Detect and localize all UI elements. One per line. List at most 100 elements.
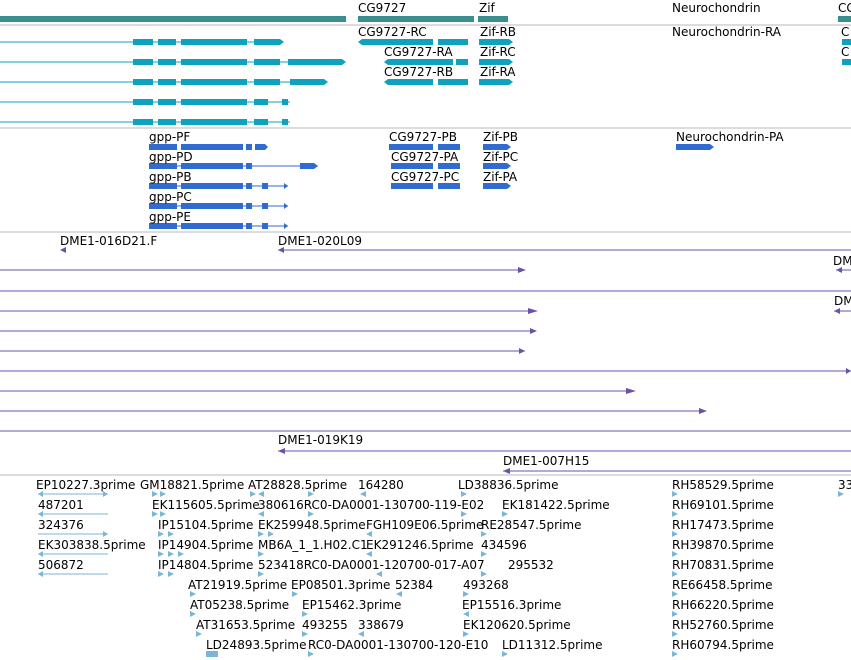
est-label[interactable]: 324376 (38, 518, 84, 532)
clone-glyph[interactable] (60, 247, 66, 253)
est-label[interactable]: RH58529.5prime (672, 478, 774, 492)
cds-glyph[interactable] (483, 163, 511, 169)
est-glyph[interactable] (463, 611, 469, 617)
est-glyph[interactable] (502, 651, 508, 657)
est-label[interactable]: 52384 (395, 578, 433, 592)
est-label[interactable]: AT05238.5prime (190, 598, 289, 612)
est-glyph[interactable] (672, 531, 678, 537)
protein-label[interactable]: Zif-PB (483, 130, 518, 144)
est-label[interactable]: EK303838.5prime (38, 538, 146, 552)
protein-label[interactable]: Zif-PA (483, 170, 518, 184)
est-glyph[interactable] (672, 611, 678, 617)
est-glyph[interactable] (838, 491, 844, 497)
clone-glyph[interactable] (0, 267, 526, 273)
est-glyph[interactable] (396, 591, 402, 597)
est-label[interactable]: LD11312.5prime (502, 638, 603, 652)
transcript-label[interactable]: C (841, 25, 849, 39)
transcript-glyph[interactable] (479, 39, 513, 45)
est-glyph[interactable] (196, 631, 202, 637)
est-label[interactable]: EK115605.5prime (152, 498, 260, 512)
est-label[interactable]: RH70831.5prime (672, 558, 774, 572)
clone-label[interactable]: DM (833, 254, 851, 268)
est-glyph[interactable] (158, 551, 184, 557)
transcript-glyph[interactable] (0, 39, 284, 45)
est-label[interactable]: 506872 (38, 558, 84, 572)
est-glyph[interactable] (481, 531, 487, 537)
gene-bar[interactable] (0, 16, 346, 22)
est-glyph[interactable] (38, 491, 108, 497)
est-glyph[interactable] (481, 571, 487, 577)
protein-label[interactable]: Zif-PC (483, 150, 518, 164)
clone-glyph[interactable] (0, 348, 525, 354)
est-label[interactable]: EK120620.5prime (463, 618, 571, 632)
cds-glyph[interactable] (149, 163, 318, 169)
transcript-glyph[interactable] (0, 119, 290, 125)
est-glyph[interactable] (158, 531, 174, 537)
est-glyph[interactable] (463, 591, 469, 597)
protein-label[interactable]: Neurochondrin-PA (676, 130, 784, 144)
transcript-glyph[interactable] (358, 39, 468, 45)
est-glyph[interactable] (672, 631, 678, 637)
protein-label[interactable]: gpp-PB (149, 170, 192, 184)
transcript-glyph[interactable] (479, 79, 513, 85)
est-glyph[interactable] (672, 591, 678, 597)
cds-glyph[interactable] (149, 223, 288, 229)
est-label[interactable]: 295532 (508, 558, 554, 572)
est-label[interactable]: 380616RC0-DA0001-130700-119-E02 (258, 498, 484, 512)
protein-label[interactable]: gpp-PF (149, 130, 190, 144)
est-glyph[interactable] (481, 551, 487, 557)
clone-glyph[interactable] (0, 328, 537, 334)
est-label[interactable]: LD38836.5prime (458, 478, 559, 492)
transcript-glyph[interactable] (479, 59, 513, 65)
est-label[interactable]: EP15516.3prime (462, 598, 561, 612)
transcript-label[interactable]: C (841, 45, 849, 59)
cds-glyph[interactable] (391, 163, 460, 169)
gene-label[interactable]: CG (838, 1, 851, 15)
est-label[interactable]: AT21919.5prime (188, 578, 287, 592)
est-label[interactable]: 487201 (38, 498, 84, 512)
transcript-glyph[interactable] (842, 39, 851, 45)
est-label[interactable]: EK259948.5prime (258, 518, 366, 532)
est-glyph[interactable] (672, 511, 678, 517)
est-glyph[interactable] (38, 511, 108, 517)
est-glyph[interactable] (308, 511, 314, 517)
clone-glyph[interactable] (0, 368, 851, 374)
transcript-label[interactable]: Zif-RB (480, 25, 516, 39)
est-label[interactable]: RH66220.5prime (672, 598, 774, 612)
cds-glyph[interactable] (389, 144, 460, 150)
clone-glyph[interactable] (0, 388, 636, 394)
est-glyph[interactable] (152, 511, 166, 517)
gene-label[interactable]: CG9727 (358, 1, 406, 15)
cds-glyph[interactable] (391, 183, 460, 189)
clone-glyph[interactable] (0, 308, 538, 314)
clone-label[interactable]: DME1-019K19 (278, 433, 363, 447)
gene-label[interactable]: Neurochondrin (672, 1, 761, 15)
est-label[interactable]: LD24893.5prime (206, 638, 307, 652)
est-label[interactable]: 493268 (463, 578, 509, 592)
est-label[interactable]: IP14804.5prime (158, 558, 253, 572)
est-label[interactable]: RE66458.5prime (672, 578, 773, 592)
est-label[interactable]: RH39870.5prime (672, 538, 774, 552)
est-label[interactable]: EK181422.5prime (502, 498, 610, 512)
est-glyph[interactable] (366, 531, 372, 537)
cds-glyph[interactable] (149, 203, 288, 209)
est-glyph[interactable] (38, 531, 108, 537)
est-label[interactable]: EP15462.3prime (302, 598, 401, 612)
est-glyph[interactable] (463, 631, 469, 637)
est-label[interactable]: 33 (838, 478, 851, 492)
est-glyph[interactable] (250, 491, 264, 497)
transcript-label[interactable]: CG9727-RC (358, 25, 427, 39)
transcript-label[interactable]: Neurochondrin-RA (672, 25, 782, 39)
clone-glyph[interactable] (836, 267, 851, 273)
gene-bar[interactable] (358, 16, 474, 22)
est-label[interactable]: IP14904.5prime (158, 538, 253, 552)
est-label[interactable]: RH52760.5prime (672, 618, 774, 632)
est-label[interactable]: RH60794.5prime (672, 638, 774, 652)
est-label[interactable]: 493255 (302, 618, 348, 632)
est-label[interactable]: GM18821.5prime (140, 478, 244, 492)
est-glyph[interactable] (158, 571, 174, 577)
transcript-label[interactable]: CG9727-RB (384, 65, 453, 79)
transcript-label[interactable]: Zif-RC (480, 45, 516, 59)
cds-glyph[interactable] (149, 183, 288, 189)
protein-label[interactable]: CG9727-PB (389, 130, 457, 144)
